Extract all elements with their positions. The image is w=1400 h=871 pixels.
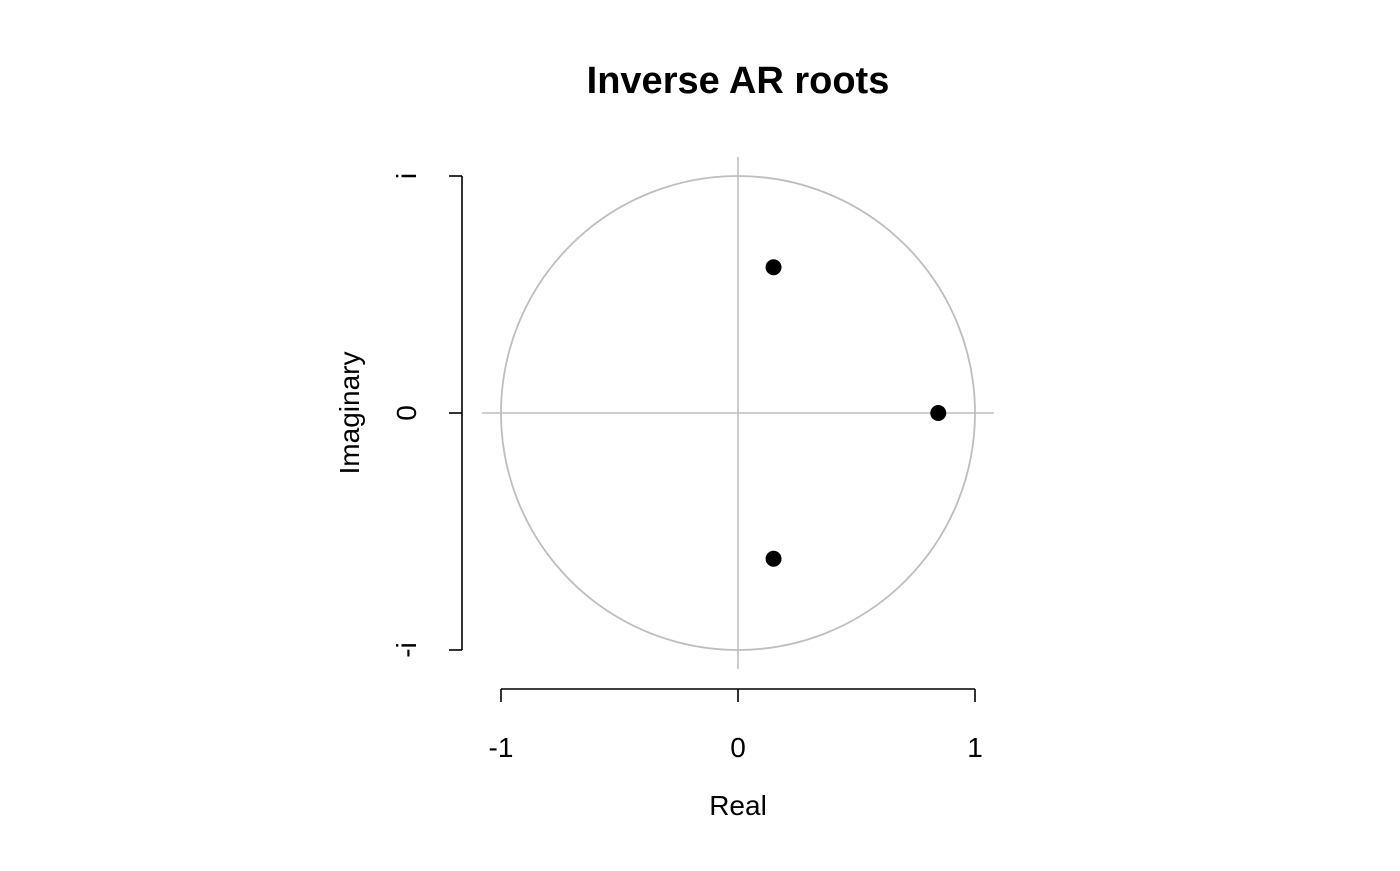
x-tick-label-2: 0 <box>730 732 746 763</box>
root-point-1 <box>765 259 782 276</box>
y-tick-label-2: 0 <box>391 405 422 421</box>
x-tick-label-1: -1 <box>489 732 514 763</box>
data-points <box>765 259 947 567</box>
x-axis: -1 0 1 <box>489 688 983 763</box>
unit-circle-group <box>500 175 976 651</box>
y-axis-label: Imaginary <box>334 352 365 475</box>
y-axis: -i 0 i <box>391 173 463 658</box>
unit-circle <box>500 175 976 651</box>
reference-lines <box>482 157 994 669</box>
y-tick-label-3: i <box>391 173 422 179</box>
root-point-2 <box>930 405 947 421</box>
chart-title: Inverse AR roots <box>587 60 890 102</box>
x-axis-label: Real <box>709 790 767 821</box>
x-tick-label-3: 1 <box>967 732 983 763</box>
y-tick-label-1: -i <box>391 642 422 658</box>
root-point-3 <box>765 550 782 567</box>
